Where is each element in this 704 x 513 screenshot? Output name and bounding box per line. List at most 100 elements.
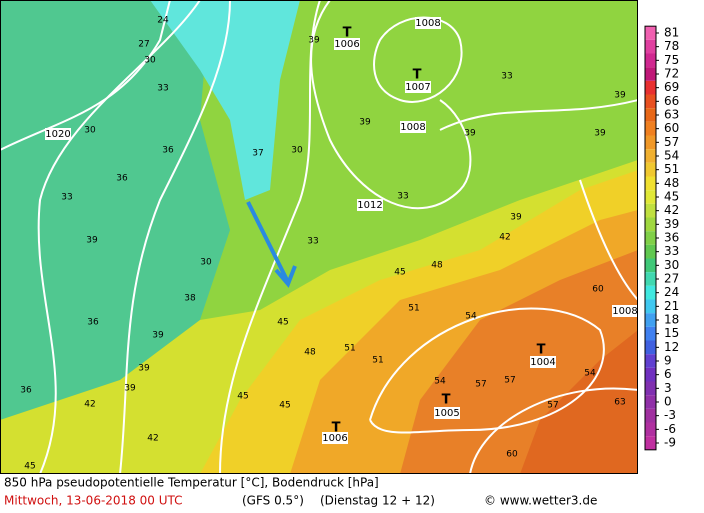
colorbar-label: 9 [664, 354, 672, 368]
temperature-label: 45 [24, 462, 35, 472]
colorbar-label: 24 [664, 285, 679, 299]
footer-credit: © www.wetter3.de [484, 494, 597, 508]
temperature-label: 39 [138, 364, 150, 374]
colorbar-swatch [645, 340, 656, 355]
colorbar-label: 66 [664, 94, 679, 108]
colorbar-label: 57 [664, 135, 679, 149]
colorbar-swatch [645, 162, 656, 177]
map-labels: 2427303033363633393038363939394236424545… [20, 16, 638, 472]
temperature-label: 33 [157, 84, 168, 94]
pressure-label: 1005 [434, 408, 459, 419]
temperature-label: 42 [147, 434, 158, 444]
temperature-label: 37 [252, 149, 263, 159]
temperature-label: 45 [237, 392, 248, 402]
arrow [246, 201, 297, 288]
colorbar-swatch [645, 408, 656, 423]
colorbar-swatch [645, 26, 656, 40]
colorbar-label: 81 [664, 26, 679, 40]
pressure-label-bg [400, 121, 426, 133]
isobars [0, 0, 639, 475]
pressure-label-bg [612, 305, 638, 317]
colorbar-swatch [645, 176, 656, 191]
colorbar-label: 0 [664, 395, 672, 409]
temperature-label: 60 [592, 285, 604, 295]
colorbar-swatch [645, 395, 656, 409]
cyan-region [150, 0, 300, 200]
colorbar-label: 69 [664, 80, 679, 94]
colorbar-swatch [645, 53, 656, 68]
temperature-label: 33 [61, 193, 72, 203]
colorbar-label: 39 [664, 217, 679, 231]
colorbar-swatch [645, 436, 656, 450]
colorbar-label: -3 [664, 408, 676, 422]
temperature-label: 27 [138, 40, 149, 50]
colorbar-swatch [645, 149, 656, 163]
colorbar-label: 36 [664, 231, 679, 245]
temperature-label: 51 [408, 304, 419, 314]
colorbar-swatch [645, 190, 656, 204]
temperature-label: 42 [499, 233, 510, 243]
pressure-label: 1007 [405, 82, 430, 93]
temperature-label: 39 [86, 236, 98, 246]
temperature-label: 30 [84, 126, 96, 136]
low-marker: T [413, 68, 422, 83]
pressure-label-bg [322, 432, 348, 444]
temperature-label: 60 [506, 450, 518, 460]
colorbar-label: 72 [664, 67, 679, 81]
colorbar-swatch [645, 381, 656, 396]
temperature-label: 38 [184, 294, 196, 304]
colorbar-swatch [645, 217, 656, 232]
colorbar-swatch [645, 108, 656, 122]
temperature-label: 48 [431, 261, 443, 271]
footer-background [0, 474, 638, 513]
low-marker: T [332, 421, 341, 436]
low-marker: T [537, 343, 546, 358]
colorbar-label: 45 [664, 190, 679, 204]
temperature-label: 39 [614, 91, 626, 101]
colorbar-swatch [645, 354, 656, 368]
temperature-label: 48 [304, 348, 316, 358]
colorbar-swatch [645, 80, 656, 95]
pressure-label: 1006 [334, 39, 359, 50]
pressure-label-bg [415, 17, 441, 29]
colorbar-swatch [645, 135, 656, 150]
pressure-label-bg [434, 407, 460, 419]
temperature-label: 39 [594, 129, 606, 139]
colorbar-label: 6 [664, 367, 672, 381]
pressure-label: 1006 [322, 433, 347, 444]
colorbar-swatch [645, 313, 656, 327]
temperature-label: 33 [397, 192, 408, 202]
colorbar-label: 48 [664, 176, 679, 190]
map-frame [0, 0, 638, 474]
temperature-label: 45 [279, 401, 290, 411]
colorbar-swatch [645, 258, 656, 273]
footer-run: (Dienstag 12 + 12) [320, 494, 435, 508]
pressure-label-bg [357, 199, 383, 211]
pressure-label-bg [334, 38, 360, 50]
pressure-label-bg [530, 356, 556, 368]
temperature-label: 24 [157, 16, 169, 26]
temperature-label: 51 [372, 356, 383, 366]
colorbar-label: 60 [664, 121, 679, 135]
colorbar-label: 42 [664, 203, 679, 217]
colorbar-swatch [645, 231, 656, 245]
pressure-label: 1008 [612, 306, 637, 317]
colorbar-swatch [645, 272, 656, 286]
temperature-label: 45 [277, 318, 288, 328]
pressure-label: 1012 [357, 200, 382, 211]
teal-region [0, 0, 230, 420]
temperature-label: 30 [144, 56, 156, 66]
colorbar-frame [644, 25, 657, 451]
low-marker: T [343, 26, 352, 41]
colorbar-label: -9 [664, 436, 676, 450]
temperature-label: 33 [307, 237, 318, 247]
pressure-label: 1004 [530, 357, 555, 368]
colorbar: 8178757269666360575451484542393633302724… [644, 25, 679, 451]
temperature-label: 39 [359, 118, 371, 128]
temperature-label: 39 [464, 129, 476, 139]
temperature-label: 51 [344, 344, 355, 354]
footer-title: 850 hPa pseudopotentielle Temperatur [°C… [4, 476, 379, 490]
temperature-label: 30 [291, 146, 303, 156]
